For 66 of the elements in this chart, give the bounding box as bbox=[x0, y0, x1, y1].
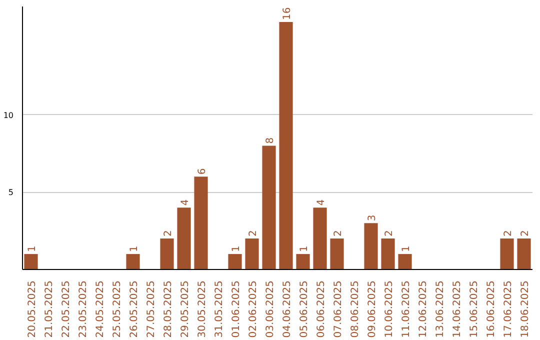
data-label: 1 bbox=[299, 246, 310, 252]
data-label: 4 bbox=[180, 199, 191, 206]
x-tick-label: 22.05.2025 bbox=[61, 280, 72, 338]
bar bbox=[364, 223, 378, 270]
x-tick-label: 11.06.2025 bbox=[401, 280, 412, 338]
x-tick-label: 03.06.2025 bbox=[265, 280, 276, 338]
bar bbox=[517, 238, 531, 270]
x-tick-label: 25.05.2025 bbox=[112, 280, 123, 338]
y-tick-label: 10 bbox=[3, 110, 14, 120]
x-tick-label: 24.05.2025 bbox=[95, 280, 106, 338]
data-label: 2 bbox=[333, 230, 344, 237]
data-label: 1 bbox=[401, 246, 412, 252]
x-tick-label: 14.06.2025 bbox=[452, 280, 463, 338]
bar bbox=[313, 208, 327, 270]
x-tick-label: 20.05.2025 bbox=[27, 280, 38, 338]
x-tick-label: 02.06.2025 bbox=[248, 280, 259, 338]
bar bbox=[296, 254, 310, 270]
x-tick-label: 17.06.2025 bbox=[503, 280, 514, 338]
bar bbox=[160, 238, 174, 270]
x-tick-label: 07.06.2025 bbox=[333, 280, 344, 338]
bar bbox=[177, 208, 191, 270]
x-tick-label: 09.06.2025 bbox=[367, 280, 378, 338]
x-tick-label: 26.05.2025 bbox=[129, 280, 140, 338]
y-tick-label: 5 bbox=[8, 188, 14, 198]
x-tick-label: 31.05.2025 bbox=[214, 280, 225, 338]
bar bbox=[330, 238, 344, 270]
data-label: 2 bbox=[384, 230, 395, 237]
x-tick-label: 15.06.2025 bbox=[469, 280, 480, 338]
data-label: 1 bbox=[27, 246, 38, 252]
bar bbox=[262, 146, 276, 270]
data-label: 8 bbox=[265, 137, 276, 144]
x-tick-label: 12.06.2025 bbox=[418, 280, 429, 338]
bar bbox=[194, 176, 208, 270]
data-label: 6 bbox=[197, 168, 208, 175]
bar bbox=[500, 238, 514, 270]
bar bbox=[398, 254, 412, 270]
data-label: 2 bbox=[520, 230, 531, 237]
x-tick-label: 16.06.2025 bbox=[486, 280, 497, 338]
data-label: 1 bbox=[129, 246, 140, 252]
bar bbox=[24, 254, 38, 270]
data-label: 16 bbox=[282, 7, 293, 20]
bar bbox=[381, 238, 395, 270]
x-tick-label: 27.05.2025 bbox=[146, 280, 157, 338]
data-label: 2 bbox=[248, 230, 259, 237]
x-tick-label: 04.06.2025 bbox=[282, 280, 293, 338]
bar bbox=[279, 22, 293, 270]
x-tick-label: 10.06.2025 bbox=[384, 280, 395, 338]
data-label: 4 bbox=[316, 199, 327, 206]
x-tick-label: 08.06.2025 bbox=[350, 280, 361, 338]
x-tick-label: 13.06.2025 bbox=[435, 280, 446, 338]
x-tick-label: 01.06.2025 bbox=[231, 280, 242, 338]
data-label: 1 bbox=[231, 246, 242, 252]
x-tick-label: 18.06.2025 bbox=[520, 280, 531, 338]
data-label: 3 bbox=[367, 214, 378, 222]
bar bbox=[245, 238, 259, 270]
data-label: 2 bbox=[503, 230, 514, 237]
x-tick-label: 06.06.2025 bbox=[316, 280, 327, 338]
data-label: 2 bbox=[163, 230, 174, 237]
x-tick-label: 29.05.2025 bbox=[180, 280, 191, 338]
x-tick-label: 23.05.2025 bbox=[78, 280, 89, 338]
x-tick-label: 30.05.2025 bbox=[197, 280, 208, 338]
x-tick-label: 28.05.2025 bbox=[163, 280, 174, 338]
bar bbox=[228, 254, 242, 270]
x-tick-label: 05.06.2025 bbox=[299, 280, 310, 338]
bar bbox=[126, 254, 140, 270]
x-tick-label: 21.05.2025 bbox=[44, 280, 55, 338]
